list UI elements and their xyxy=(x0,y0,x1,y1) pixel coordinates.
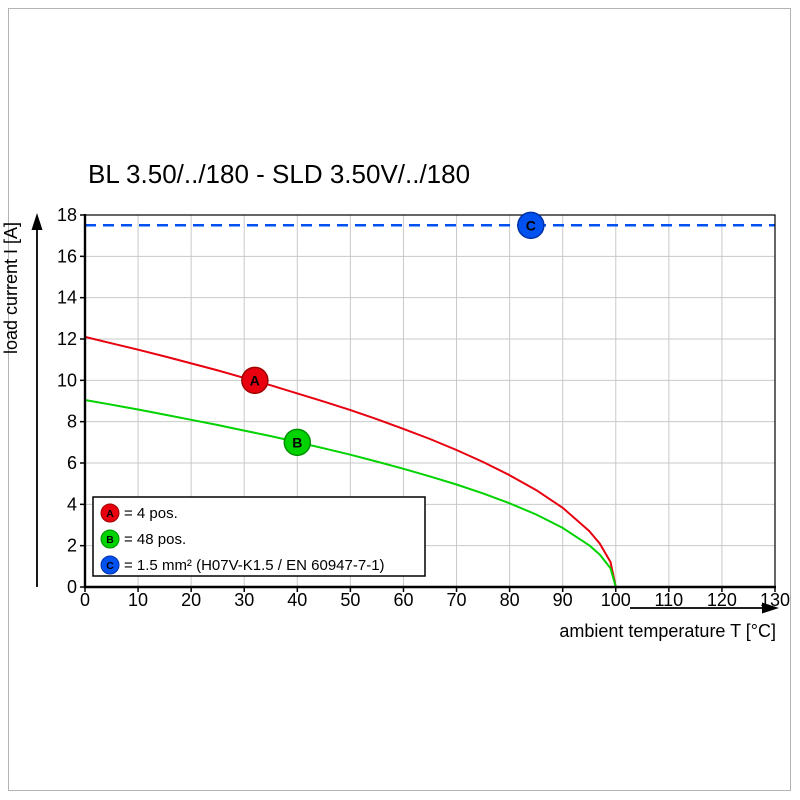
x-tick-label: 110 xyxy=(654,590,683,610)
y-axis-arrow xyxy=(31,213,43,587)
curve-b xyxy=(84,399,617,588)
y-axis-title: load current I [A] xyxy=(1,222,21,354)
x-tick-label: 70 xyxy=(447,590,467,610)
y-tick-label: 12 xyxy=(57,329,77,349)
chart-title: BL 3.50/../180 - SLD 3.50V/../180 xyxy=(88,159,470,189)
grid-layer xyxy=(85,215,775,587)
y-tick-label: 4 xyxy=(67,494,77,514)
y-tick-label: 8 xyxy=(67,412,77,432)
x-tick-label: 100 xyxy=(601,590,631,610)
y-tick-label: 6 xyxy=(67,453,77,473)
legend-swatch-c-letter: C xyxy=(106,560,114,572)
legend-label-c: = 1.5 mm² (H07V-K1.5 / EN 60947-7-1) xyxy=(124,557,385,574)
marker-c xyxy=(517,211,545,240)
series-layer xyxy=(84,224,775,588)
x-tick-label: 120 xyxy=(707,590,737,610)
x-tick-label: 30 xyxy=(234,590,254,610)
frame-layer xyxy=(83,214,776,589)
y-tick-label: 0 xyxy=(67,577,77,597)
y-tick-label: 16 xyxy=(57,246,77,266)
x-tick-label: 90 xyxy=(553,590,573,610)
axis-layer: 0 10 20 30 40 50 60 70 80 90 100 110 120 130024681012… xyxy=(57,205,790,610)
page-border xyxy=(8,8,791,791)
x-tick-label: 10 xyxy=(128,590,148,610)
y-tick-label: 18 xyxy=(57,205,77,225)
x-tick-label: 80 xyxy=(500,590,520,610)
marker-b xyxy=(283,428,312,457)
legend-swatch-a-letter: A xyxy=(106,508,114,520)
marker-a xyxy=(241,366,269,395)
curve-a xyxy=(84,335,617,588)
x-tick-label: 0 xyxy=(80,590,90,610)
marker-b-label: B xyxy=(292,434,302,450)
legend-swatch-b xyxy=(100,529,120,549)
legend-label-a: = 4 pos. xyxy=(124,505,178,522)
x-tick-label: 50 xyxy=(340,590,360,610)
legend-swatch-c xyxy=(100,555,120,575)
legend-layer: A = 4 pos. B = 48 pos. C = 1.5 mm² (H07V-K1.5… xyxy=(92,496,426,577)
marker-layer: A B C xyxy=(241,211,545,457)
y-tick-label: 14 xyxy=(57,288,77,308)
legend-label-b: = 48 pos. xyxy=(124,531,186,548)
x-tick-label: 40 xyxy=(287,590,307,610)
legend-box xyxy=(92,496,426,577)
x-tick-label: 20 xyxy=(181,590,201,610)
legend-swatch-a xyxy=(100,503,120,523)
legend-swatch-b-letter: B xyxy=(106,534,114,546)
marker-c-label: C xyxy=(526,217,536,233)
x-axis-arrow xyxy=(630,602,779,614)
y-tick-label: 2 xyxy=(67,536,77,556)
marker-a-label: A xyxy=(250,372,260,388)
x-axis-title: ambient temperature T [°C] xyxy=(559,621,776,641)
y-tick-label: 10 xyxy=(57,370,77,390)
x-tick-label: 60 xyxy=(393,590,413,610)
